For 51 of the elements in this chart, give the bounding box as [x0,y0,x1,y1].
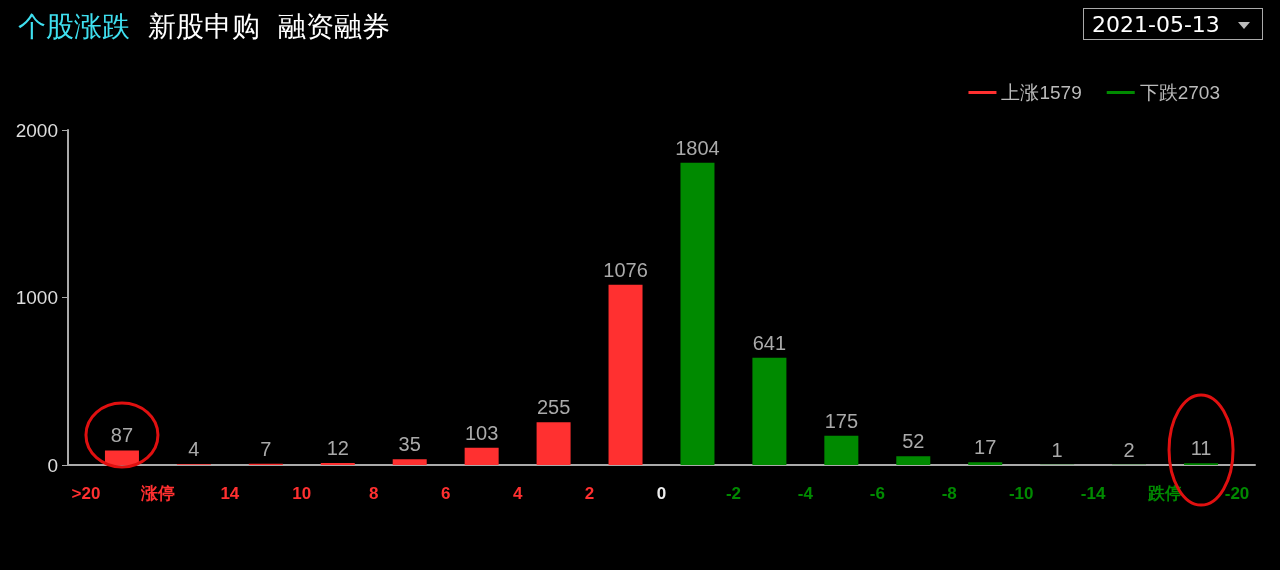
bar [896,456,931,465]
bar [752,357,787,465]
legend-label: 上涨1579 [1001,82,1082,103]
y-tick-label: 0 [47,454,58,476]
x-tick-label: 涨停 [139,484,175,503]
data-label: 175 [824,409,859,432]
y-tick-label: 2000 [15,119,58,141]
bar [608,284,643,465]
data-label: 2 [1123,438,1135,461]
data-label: 35 [398,433,421,456]
x-tick-label: 14 [220,484,240,503]
x-tick-label: 0 [656,484,667,503]
x-tick-label: >20 [71,484,101,503]
x-tick-label: 4 [512,484,523,503]
bar [320,462,355,465]
data-label: 1 [1051,438,1063,461]
data-label: 255 [536,396,571,419]
data-label: 103 [464,421,499,444]
data-label: 1076 [603,258,648,281]
bar [968,462,1003,465]
y-tick-label: 1000 [15,287,58,308]
x-tick-label: -20 [1224,484,1250,503]
x-tick-label: 2 [584,484,595,503]
bar [536,422,571,465]
data-label: 17 [974,436,997,459]
data-label: 11 [1190,437,1212,460]
x-tick-label: -2 [725,484,741,503]
bar [464,447,499,465]
text: 2021-05-13 [1092,12,1220,37]
data-label: 87 [110,424,134,447]
legend-label: 下跌2703 [1139,82,1221,103]
x-tick-label: -14 [1080,484,1106,503]
x-tick-label: -8 [941,484,957,503]
x-tick-label: -4 [797,484,814,503]
data-label: 7 [260,437,272,460]
data-label: 1804 [675,136,720,159]
bar [824,435,859,465]
data-label: 4 [188,438,200,461]
x-tick-label: 8 [369,484,379,503]
bar [104,450,139,465]
x-tick-label: 10 [292,484,312,503]
chart-subtitle: 新股申购 融资融券 [147,10,390,43]
x-tick-label: -10 [1008,484,1034,503]
bar [680,162,715,465]
chart-title: 个股涨跌 [18,10,130,43]
data-label: 52 [902,430,925,453]
data-label: 12 [326,436,349,459]
x-tick-label: 6 [440,484,451,503]
x-tick-label: -6 [869,484,885,503]
bar [392,459,427,465]
data-label: 641 [752,331,787,354]
